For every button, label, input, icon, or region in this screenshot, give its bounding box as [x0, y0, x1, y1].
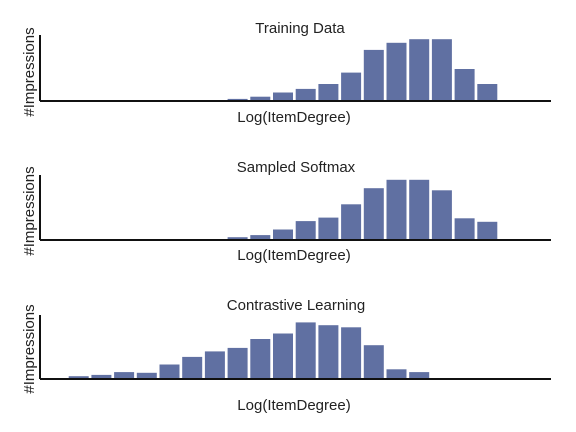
bar [318, 217, 339, 240]
bar [295, 221, 316, 240]
panel-title: Contrastive Learning [227, 297, 365, 314]
bar [114, 372, 135, 379]
bar [386, 369, 407, 379]
y-axis-label: #Impressions [21, 27, 38, 116]
bar [295, 88, 316, 101]
bar [386, 179, 407, 240]
bar [295, 322, 316, 379]
bar [341, 72, 362, 101]
bar [273, 229, 293, 240]
panel-contrastive-learning: Contrastive Learning #Impressions Log(It… [21, 297, 551, 414]
bar [341, 327, 362, 380]
x-axis-label: Log(ItemDegree) [237, 109, 350, 126]
bar [136, 372, 157, 379]
bar [204, 351, 225, 379]
bar [431, 190, 452, 240]
bar [250, 235, 271, 240]
bar [227, 98, 248, 101]
bar [68, 376, 89, 379]
bar [273, 333, 293, 379]
bar [477, 221, 498, 240]
bar [341, 204, 362, 240]
bar [250, 96, 271, 101]
x-axis-label: Log(ItemDegree) [237, 247, 350, 264]
bars-group [68, 322, 430, 380]
bar [91, 374, 112, 379]
bar [454, 218, 475, 240]
panel-title: Sampled Softmax [237, 159, 356, 176]
bar [227, 347, 248, 379]
panel-title: Training Data [255, 20, 345, 37]
bars-group [227, 39, 498, 101]
bar [409, 179, 430, 240]
y-axis-label: #Impressions [21, 304, 38, 393]
bar [363, 188, 384, 240]
bar [363, 345, 384, 379]
bar [159, 364, 180, 379]
bar [273, 92, 293, 101]
bar [409, 372, 430, 379]
bar [409, 39, 430, 101]
bar [363, 49, 384, 101]
bar [386, 42, 407, 101]
y-axis-label: #Impressions [21, 166, 38, 255]
bar [431, 39, 452, 101]
bar [318, 84, 339, 101]
bar [454, 69, 475, 101]
panel-training-data: Training Data #Impressions Log(ItemDegre… [21, 20, 551, 126]
panel-sampled-softmax: Sampled Softmax #Impressions Log(ItemDeg… [21, 159, 551, 264]
bars-group [204, 179, 498, 240]
bar [182, 356, 203, 379]
bar [250, 339, 271, 379]
bar [227, 237, 248, 240]
bar [318, 325, 339, 379]
bar [477, 84, 498, 101]
x-axis-label: Log(ItemDegree) [237, 397, 350, 414]
